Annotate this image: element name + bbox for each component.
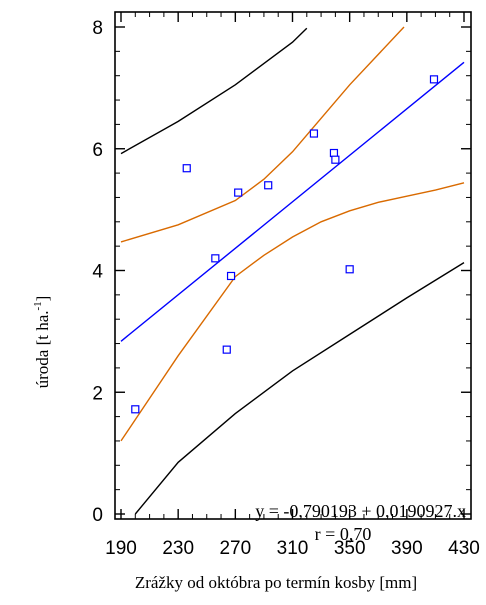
x-tick-label-230: 230: [162, 538, 194, 559]
y-tick-label-0: 0: [92, 505, 103, 526]
confidence-band-lower: [120, 182, 465, 442]
equation-label: y = -0,790193 + 0,0190927.x: [255, 501, 466, 521]
x-tick-label-390: 390: [391, 538, 423, 559]
y-axis-label-superscript: -1: [32, 301, 44, 310]
data-point-4: [222, 345, 231, 354]
regression-line-group: [120, 61, 465, 342]
y-tick-label-4: 4: [92, 262, 103, 283]
y-axis-ticks: 0 2 4 6 8: [92, 18, 471, 526]
data-point-12: [429, 75, 439, 84]
data-point-1: [131, 405, 140, 414]
prediction-band-lower: [134, 262, 465, 515]
x-tick-label-350: 350: [334, 538, 366, 559]
x-tick-label-430: 430: [448, 538, 480, 559]
data-points: [131, 75, 439, 414]
x-axis-label: Zrážky od októbra po termín kosby [mm]: [135, 573, 417, 592]
plot-frame: [114, 11, 472, 520]
y-axis-label-main: úroda [t ha.: [33, 310, 52, 388]
prediction-band-upper: [120, 27, 308, 155]
regression-line: [120, 61, 465, 342]
x-tick-label-270: 270: [219, 538, 251, 559]
y-axis-label-end: ]: [33, 296, 52, 302]
confidence-band-upper: [120, 26, 405, 243]
data-point-9: [329, 148, 339, 158]
y-tick-label-2: 2: [92, 383, 103, 404]
data-point-7: [264, 181, 273, 190]
x-axis-ticks: 190 230 270 310 350 390 430: [105, 12, 480, 559]
band-curves: [120, 26, 465, 515]
y-tick-label-8: 8: [92, 18, 103, 39]
y-axis-label: úroda [t ha.-1]: [32, 296, 52, 389]
data-point-3: [211, 254, 220, 263]
x-tick-label-190: 190: [105, 538, 137, 559]
y-tick-label-6: 6: [92, 140, 103, 161]
data-point-6: [234, 188, 243, 197]
data-point-2: [182, 164, 191, 173]
data-point-5: [226, 271, 236, 281]
x-tick-label-310: 310: [277, 538, 309, 559]
data-point-10: [331, 155, 340, 164]
correlation-label: r = 0,70: [315, 524, 372, 544]
data-point-8: [309, 129, 319, 138]
data-point-11: [345, 265, 354, 274]
